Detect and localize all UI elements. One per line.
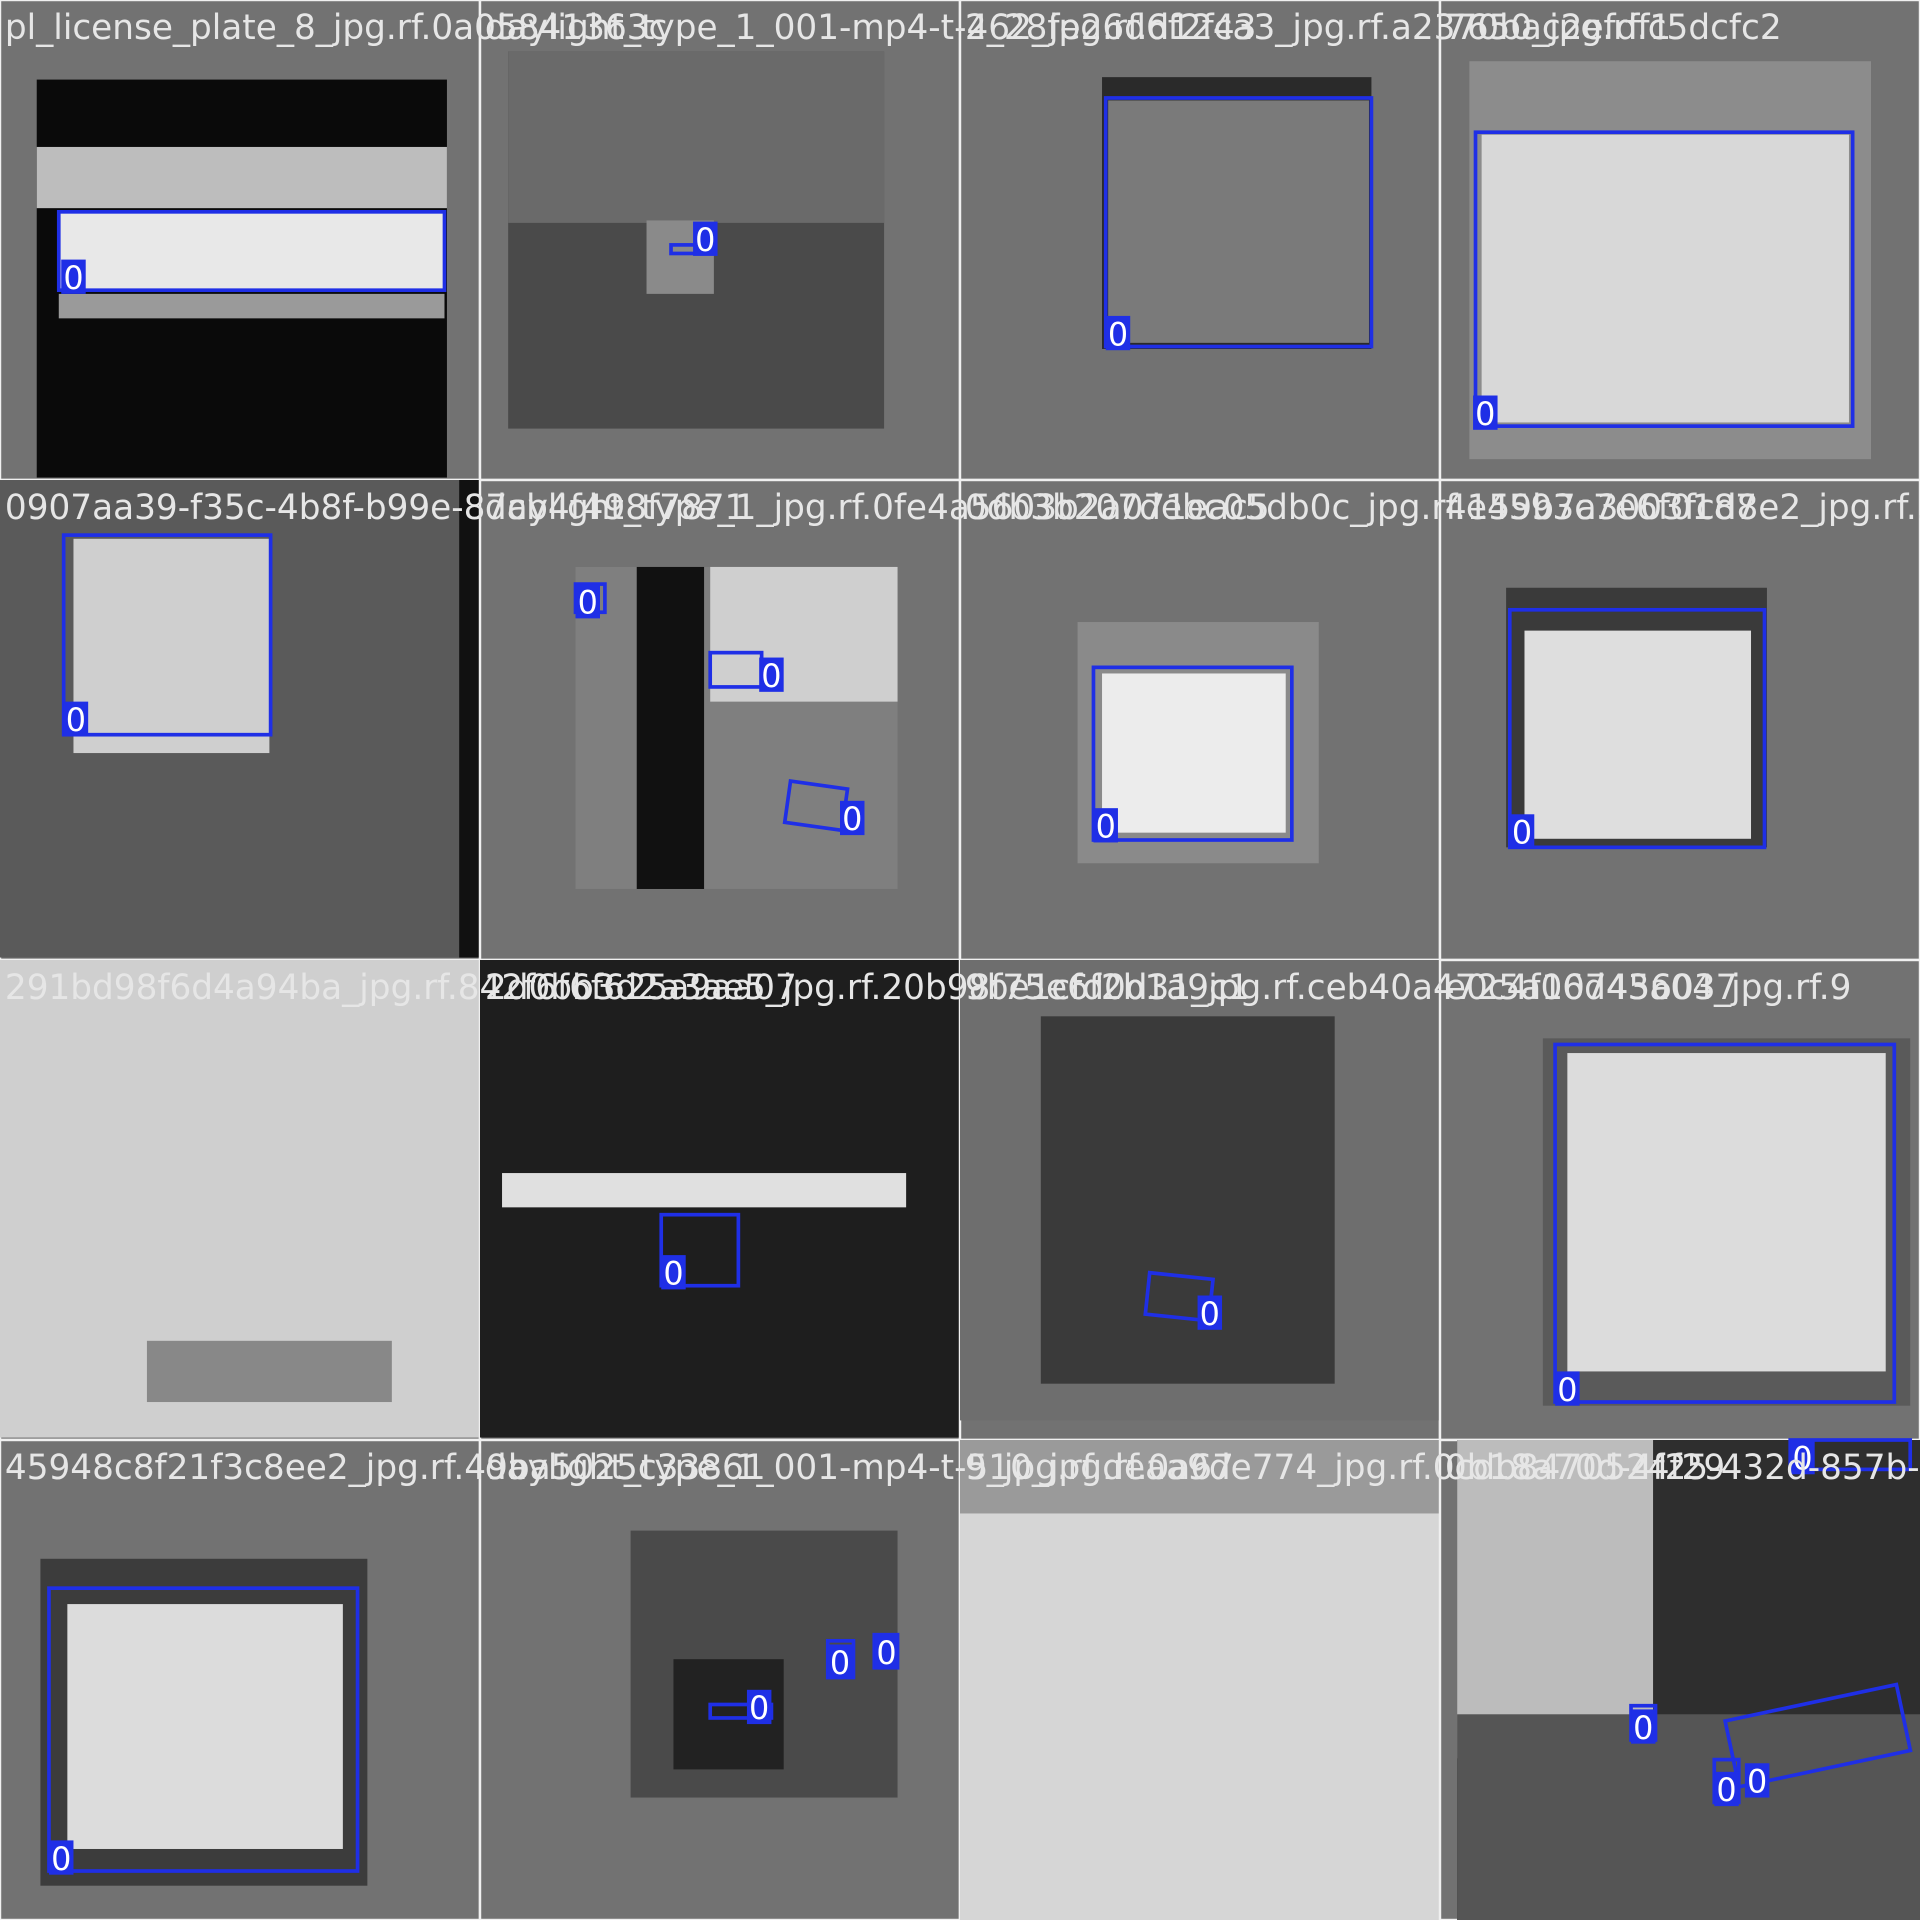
box-label: 0: [1633, 1709, 1653, 1747]
box-label: 0: [578, 583, 598, 621]
bounding-box: [1103, 96, 1374, 349]
image-detail: [1108, 100, 1369, 343]
bounding-box: [1553, 1042, 1897, 1404]
box-label: 0: [663, 1254, 683, 1292]
bounding-box: [1091, 665, 1294, 842]
bounding-box: [1473, 130, 1855, 428]
image-detail: [1457, 1714, 1920, 1920]
image-detail: [1524, 630, 1752, 839]
box-label-bg: [575, 584, 600, 619]
box-label-bg: [1473, 395, 1498, 430]
filename: 2_28fe26d6f2fca3_jpg.rf.a2370bac2efdf1: [965, 8, 1671, 48]
image-detail: [67, 1604, 343, 1849]
box-label: 0: [1200, 1295, 1220, 1333]
image-detail: [1567, 1053, 1886, 1372]
image-detail: [1102, 673, 1286, 833]
bounding-box: [659, 1212, 741, 1288]
box-label-bg: [661, 1255, 686, 1290]
box-label: 0: [876, 1634, 896, 1672]
box-label: 0: [1747, 1763, 1767, 1801]
box-label: 0: [695, 221, 715, 259]
image-detail: [1457, 1440, 1654, 1759]
box-label-bg: [827, 1644, 853, 1679]
filename: 9be1cfd0d31_jpg.rf.ceb40a4725a107456037: [965, 968, 1738, 1008]
filename: 291bd98f6d4a94ba_jpg.rf.842f6f6f625a9aa0…: [5, 968, 797, 1008]
filename: pl_license_plate_8_jpg.rf.0a05841363c: [5, 8, 668, 48]
image-detail: [502, 1173, 907, 1208]
box-label-bg: [840, 800, 865, 836]
box-label: 0: [1108, 315, 1128, 353]
box-label-bg: [63, 701, 89, 736]
image-detail: [960, 1440, 1440, 1514]
image-detail: [636, 566, 705, 889]
box-label-bg: [1197, 1295, 1223, 1330]
filename: daylight_type_1_001-mp4-t-462_jpg.rf.d12…: [485, 8, 1257, 48]
box-label-bg: [48, 1840, 74, 1875]
image-detail: [73, 538, 270, 754]
box-label: 0: [51, 1840, 71, 1878]
box-label-bg: [1509, 814, 1535, 849]
filename: daylight_type_1_001-mp4-t-510_jpg.rf.0a6…: [485, 1448, 1234, 1488]
image-detail: [1040, 1016, 1335, 1384]
image-detail: [58, 211, 445, 291]
box-label-bg: [1555, 1371, 1580, 1406]
box-label: 0: [66, 701, 86, 739]
box-label: 0: [1557, 1371, 1577, 1409]
box-label: 0: [761, 657, 781, 695]
filename: 45948c8f21f3c8ee2_jpg.rf.49ba5025c33861: [5, 1448, 766, 1488]
filename: daylight_type_1_jpg.rf.0fe4a5603b2a071ea…: [485, 488, 1270, 528]
box-label-bg: [746, 1689, 772, 1725]
box-label: 0: [830, 1644, 850, 1682]
bounding-box: [61, 533, 273, 737]
image-detail: [58, 293, 445, 319]
box-label-bg: [1790, 1440, 1815, 1475]
box-label-bg: [1093, 808, 1118, 843]
bounding-box: [47, 1586, 360, 1873]
image-detail: [710, 566, 898, 702]
filename: 0907aa39-f35c-4b8f-b99e-87cb4f498f7871: [5, 488, 746, 528]
box-label: 0: [1096, 808, 1116, 846]
image-detail: [36, 146, 447, 209]
filename: 9_jpg.rf.deaa9de774_jpg.rf.0cdb8470524f2…: [965, 1448, 1725, 1488]
box-label: 0: [63, 259, 83, 297]
box-label-bg: [693, 221, 718, 256]
box-label: 0: [749, 1689, 769, 1727]
filename: 4159b7a3003fcd8e2_jpg.rf.3: [1445, 488, 1920, 528]
box-label-bg: [759, 657, 784, 692]
bounding-box: [1722, 1682, 1913, 1790]
box-label: 0: [1475, 395, 1495, 433]
filename: 0b18a70d-4f25-432d-857b-c: [1445, 1448, 1920, 1488]
box-label: 0: [1512, 814, 1532, 852]
box-label-bg: [61, 259, 86, 294]
filename: 2d0bb3d2a3ae5_jpg.rf.20b98f75e6f2b1a9c1: [485, 968, 1250, 1008]
image-detail: [1481, 134, 1849, 423]
filename: 7650_jpg.rf.c5dcfc2: [1445, 8, 1782, 48]
tile-image: [960, 1440, 1440, 1920]
box-label: 0: [1792, 1439, 1812, 1477]
filename: e0c4f06d43a04_jpg.rf.9: [1445, 968, 1852, 1008]
bounding-box: [1507, 607, 1767, 850]
box-label: 0: [842, 800, 862, 838]
image-detail: [459, 480, 480, 958]
box-label-bg: [1714, 1771, 1739, 1807]
box-label-bg: [1105, 315, 1131, 351]
box-label-bg: [1631, 1709, 1656, 1744]
box-label: 0: [1716, 1771, 1736, 1809]
filename: 0db3b207debc05db0c_jpg.rf.e4593c7e6f0187: [965, 488, 1757, 528]
bounding-box: [56, 210, 447, 293]
image-detail: [146, 1340, 392, 1403]
box-label-bg: [874, 1634, 899, 1669]
image-detail: [508, 51, 885, 223]
box-label-bg: [1744, 1763, 1770, 1798]
